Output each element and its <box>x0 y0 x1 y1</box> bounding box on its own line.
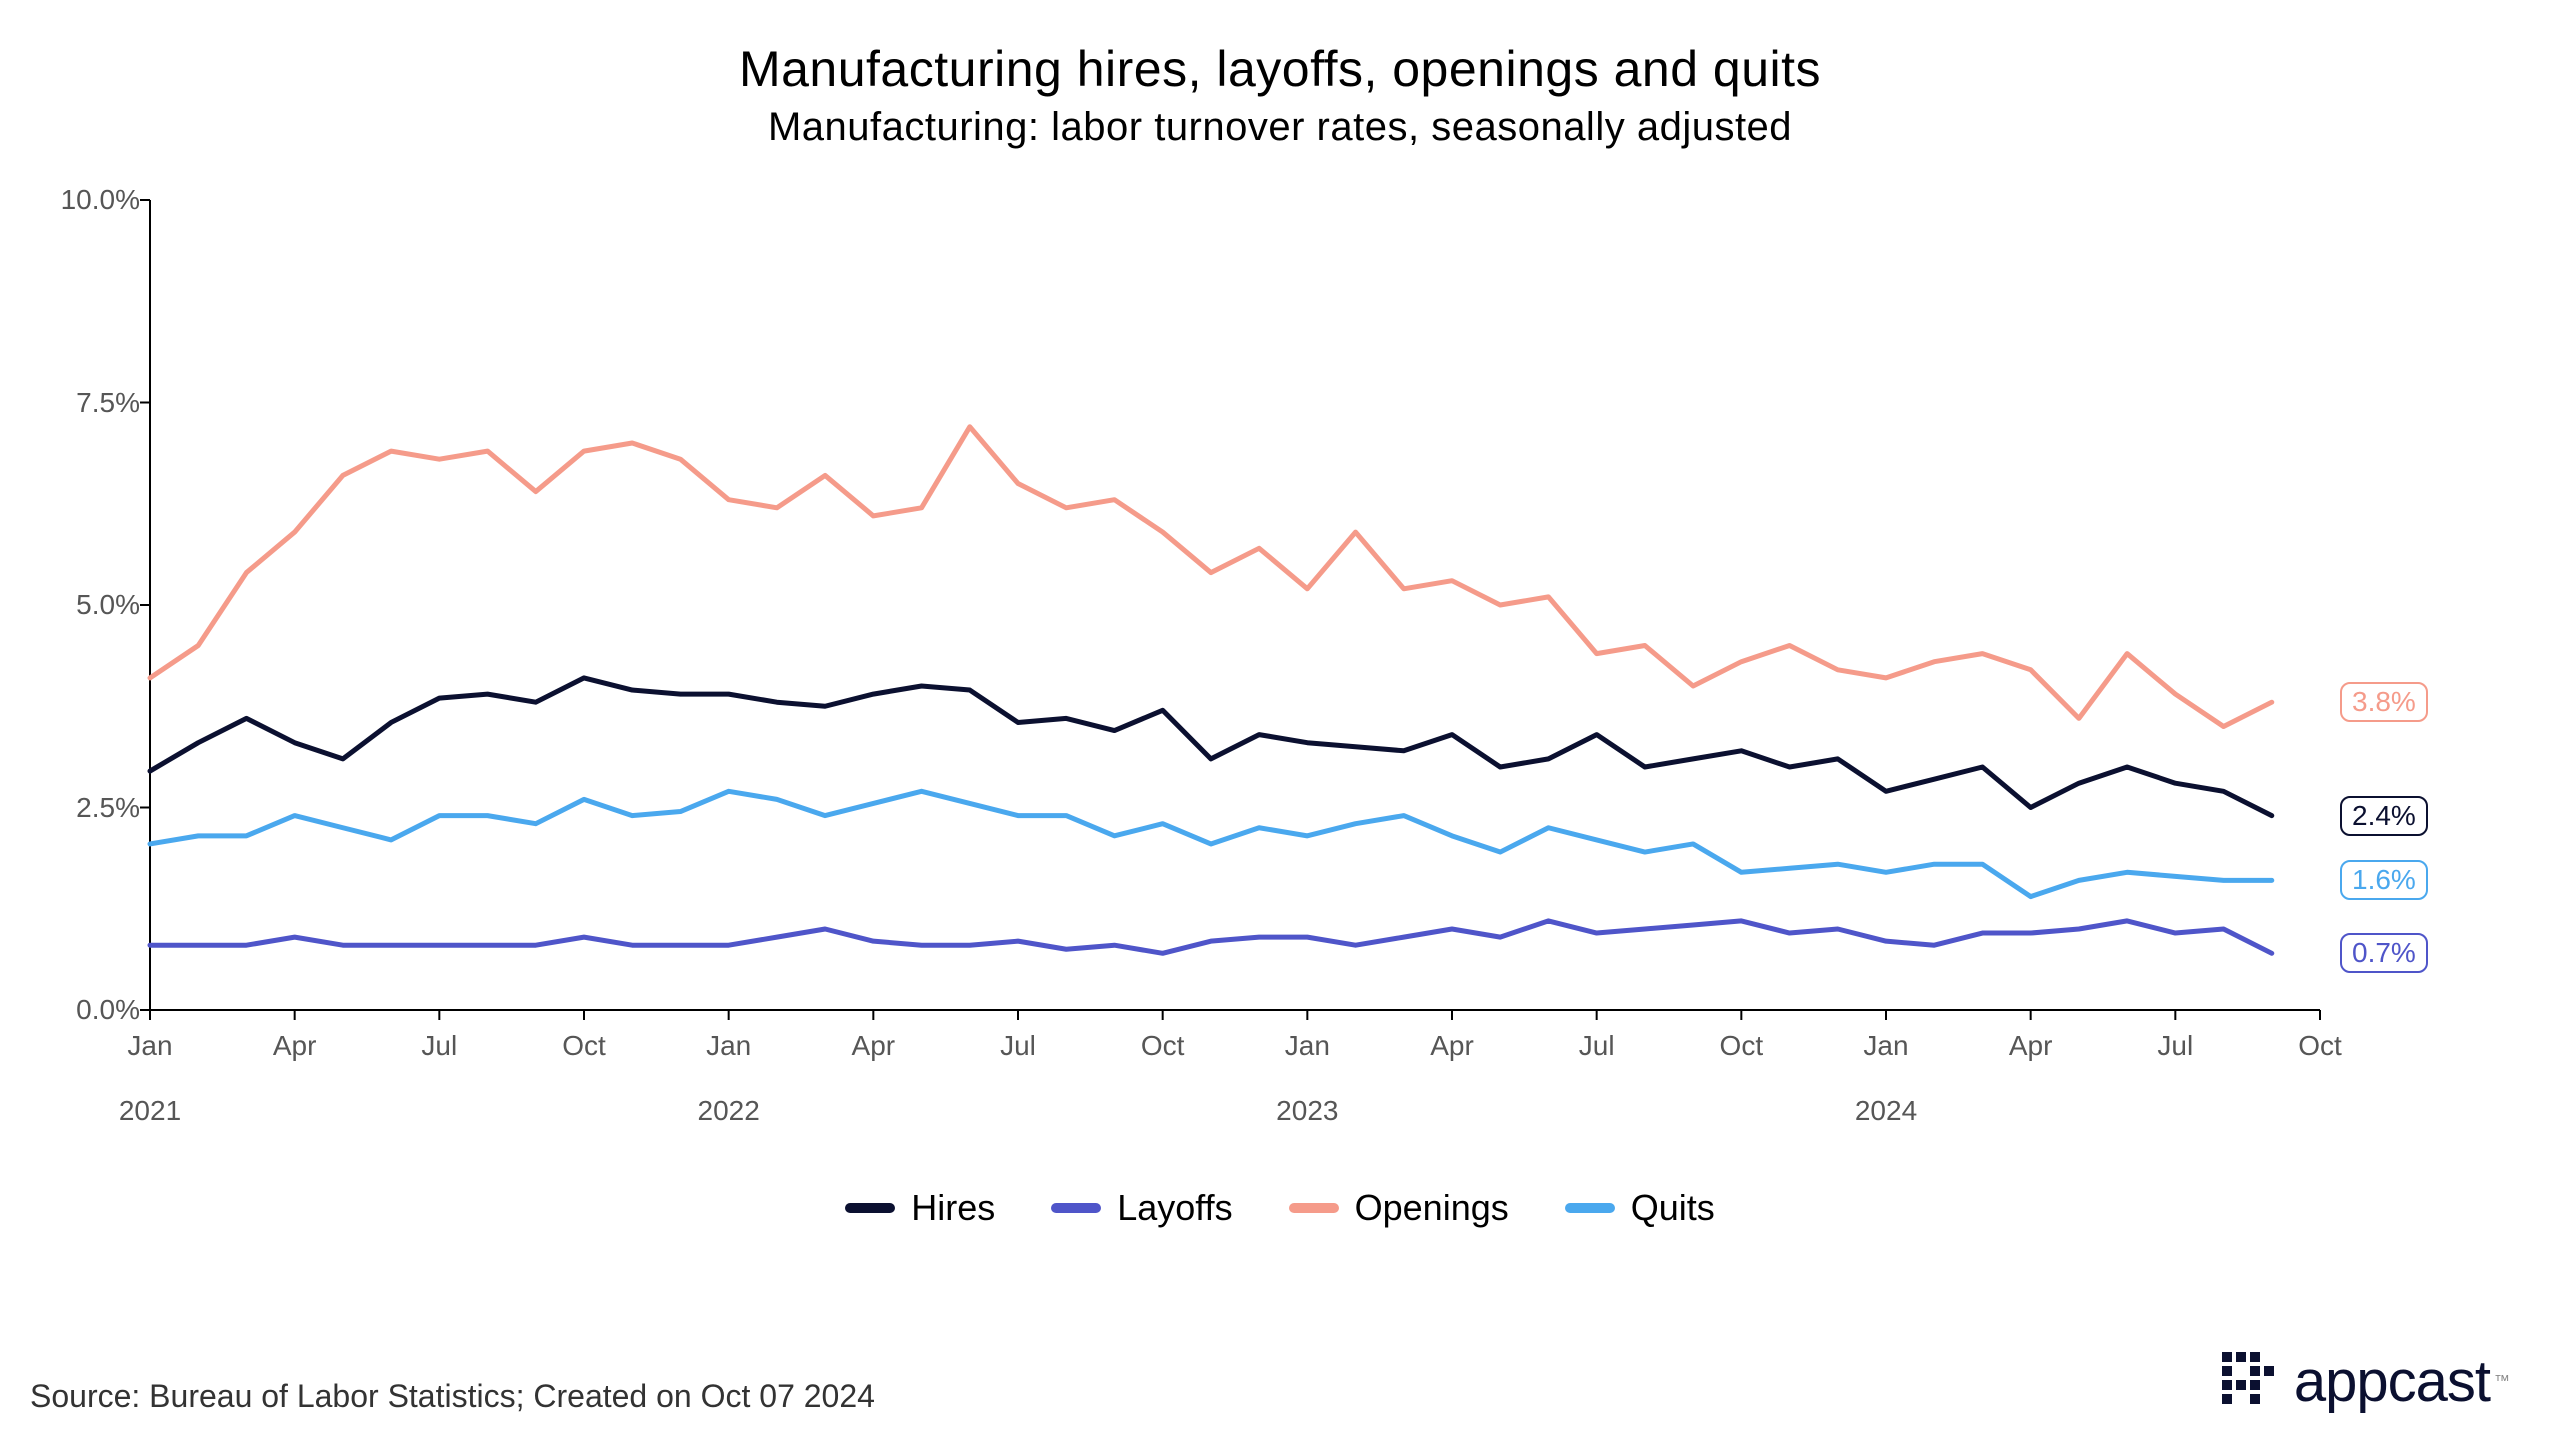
x-month-label: Oct <box>562 1030 606 1062</box>
legend-item-openings: Openings <box>1289 1187 1509 1229</box>
legend-item-quits: Quits <box>1565 1187 1715 1229</box>
legend-label: Hires <box>911 1187 995 1229</box>
plot-svg <box>150 200 2320 1010</box>
y-tick-label: 10.0% <box>61 184 140 216</box>
x-month-label: Oct <box>1141 1030 1185 1062</box>
x-month-label: Jan <box>127 1030 172 1062</box>
x-month-label: Jan <box>706 1030 751 1062</box>
x-month-label: Jul <box>1579 1030 1615 1062</box>
brand-tm: ™ <box>2494 1373 2510 1391</box>
x-month-label: Jul <box>2157 1030 2193 1062</box>
x-month-label: Jan <box>1863 1030 1908 1062</box>
series-line-layoffs <box>150 921 2272 953</box>
brand-icon <box>2222 1352 2282 1412</box>
chart-subtitle: Manufacturing: labor turnover rates, sea… <box>0 105 2560 150</box>
x-year-label: 2021 <box>119 1095 181 1127</box>
legend-swatch <box>1289 1203 1339 1213</box>
x-year-label: 2022 <box>698 1095 760 1127</box>
brand-logo: appcast ™ <box>2222 1348 2510 1415</box>
legend-item-hires: Hires <box>845 1187 995 1229</box>
legend-label: Openings <box>1355 1187 1509 1229</box>
y-tick-label: 7.5% <box>76 387 140 419</box>
series-line-quits <box>150 791 2272 896</box>
legend: Hires Layoffs Openings Quits <box>0 1180 2560 1229</box>
legend-label: Quits <box>1631 1187 1715 1229</box>
chart-title: Manufacturing hires, layoffs, openings a… <box>0 40 2560 98</box>
x-month-label: Oct <box>2298 1030 2342 1062</box>
x-month-label: Jul <box>421 1030 457 1062</box>
x-year-label: 2023 <box>1276 1095 1338 1127</box>
brand-name: appcast <box>2294 1348 2490 1415</box>
y-tick-label: 0.0% <box>76 994 140 1026</box>
series-line-hires <box>150 678 2272 816</box>
legend-swatch <box>1051 1203 1101 1213</box>
legend-label: Layoffs <box>1117 1187 1232 1229</box>
end-label-hires: 2.4% <box>2340 796 2428 836</box>
x-month-label: Apr <box>1430 1030 1474 1062</box>
x-month-label: Apr <box>273 1030 317 1062</box>
x-month-label: Oct <box>1720 1030 1764 1062</box>
plot-area <box>150 200 2320 1010</box>
x-year-label: 2024 <box>1855 1095 1917 1127</box>
x-month-label: Jan <box>1285 1030 1330 1062</box>
legend-item-layoffs: Layoffs <box>1051 1187 1232 1229</box>
x-month-label: Apr <box>2009 1030 2053 1062</box>
y-tick-label: 2.5% <box>76 792 140 824</box>
legend-swatch <box>1565 1203 1615 1213</box>
chart-container: Manufacturing hires, layoffs, openings a… <box>0 0 2560 1455</box>
source-text: Source: Bureau of Labor Statistics; Crea… <box>30 1378 875 1415</box>
series-line-openings <box>150 427 2272 727</box>
y-tick-label: 5.0% <box>76 589 140 621</box>
end-label-quits: 1.6% <box>2340 860 2428 900</box>
legend-swatch <box>845 1203 895 1213</box>
x-month-label: Apr <box>852 1030 896 1062</box>
x-month-label: Jul <box>1000 1030 1036 1062</box>
end-label-layoffs: 0.7% <box>2340 933 2428 973</box>
end-label-openings: 3.8% <box>2340 682 2428 722</box>
